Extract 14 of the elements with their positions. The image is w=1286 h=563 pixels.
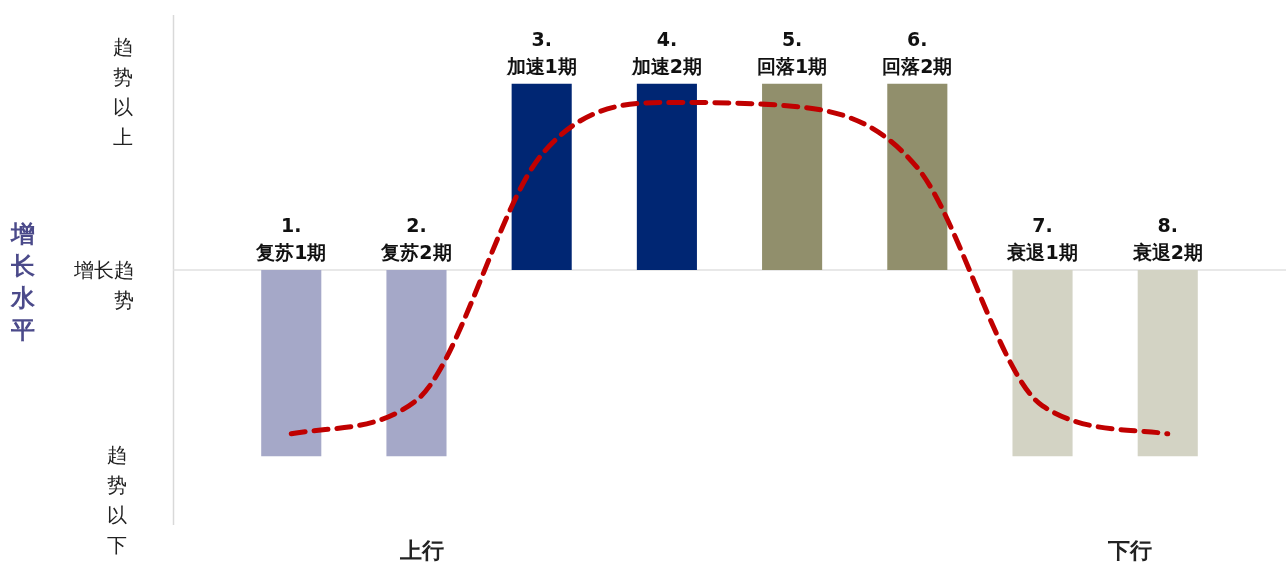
x-tick-label: 6. 回落2期 [882, 28, 953, 78]
x-tick-label: 4. 加速2期 [630, 28, 703, 78]
text: 增长水平 [10, 219, 36, 346]
x-tick-label: 8. 衰退2期 [1131, 214, 1203, 264]
text: 趋势以上 [112, 34, 134, 151]
text: 趋势以下 [106, 442, 128, 559]
text: 下行 [1108, 537, 1152, 563]
x-tick-label: 3. 加速1期 [505, 28, 577, 78]
text: 增长趋势 [73, 257, 134, 314]
x-tick-label: 2. 复苏2期 [380, 214, 452, 264]
x-tick-label: 5. 回落1期 [756, 28, 828, 78]
text: 上行 [400, 537, 444, 563]
x-tick-label: 7. 衰退1期 [1006, 214, 1078, 264]
x-tick-label: 1. 复苏1期 [255, 214, 327, 264]
